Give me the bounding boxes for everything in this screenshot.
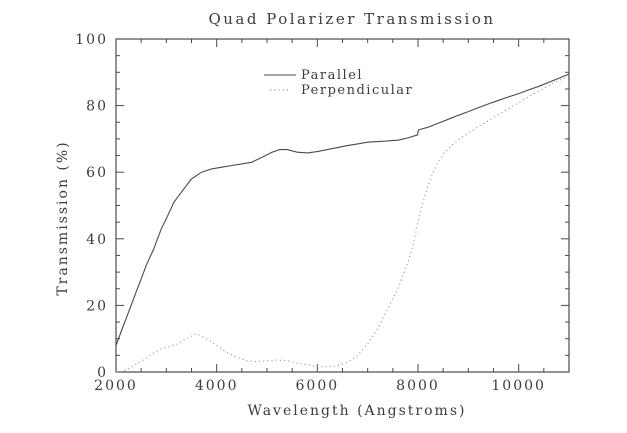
data-curves <box>115 73 570 373</box>
x-axis-label: Wavelength (Angstroms) <box>248 403 467 419</box>
y-tick-label: 60 <box>86 165 108 181</box>
legend-label-parallel: Parallel <box>301 68 363 83</box>
y-tick-label: 80 <box>86 99 108 115</box>
y-tick-label: 40 <box>86 232 108 248</box>
y-axis-label: Transmission (%) <box>55 140 71 295</box>
x-tick-label: 6000 <box>296 378 340 394</box>
y-tick-label: 100 <box>75 32 108 48</box>
x-tick-label: 4000 <box>195 378 239 394</box>
x-tick-label: 10000 <box>491 378 546 394</box>
chart-title: Quad Polarizer Transmission <box>208 10 495 28</box>
legend-label-perpendicular: Perpendicular <box>301 83 413 98</box>
x-tick-label: 8000 <box>396 378 440 394</box>
y-tick-label: 20 <box>86 298 108 314</box>
legend: Parallel Perpendicular <box>264 68 413 98</box>
x-tick-label: 2000 <box>94 378 138 394</box>
axis-tick-labels: 2000 4000 6000 8000 10000 0 20 40 60 80 100 <box>75 32 546 394</box>
axis-ticks <box>115 38 570 373</box>
curve-parallel <box>115 73 570 346</box>
y-tick-label: 0 <box>97 365 108 381</box>
curve-perpendicular <box>115 75 570 373</box>
